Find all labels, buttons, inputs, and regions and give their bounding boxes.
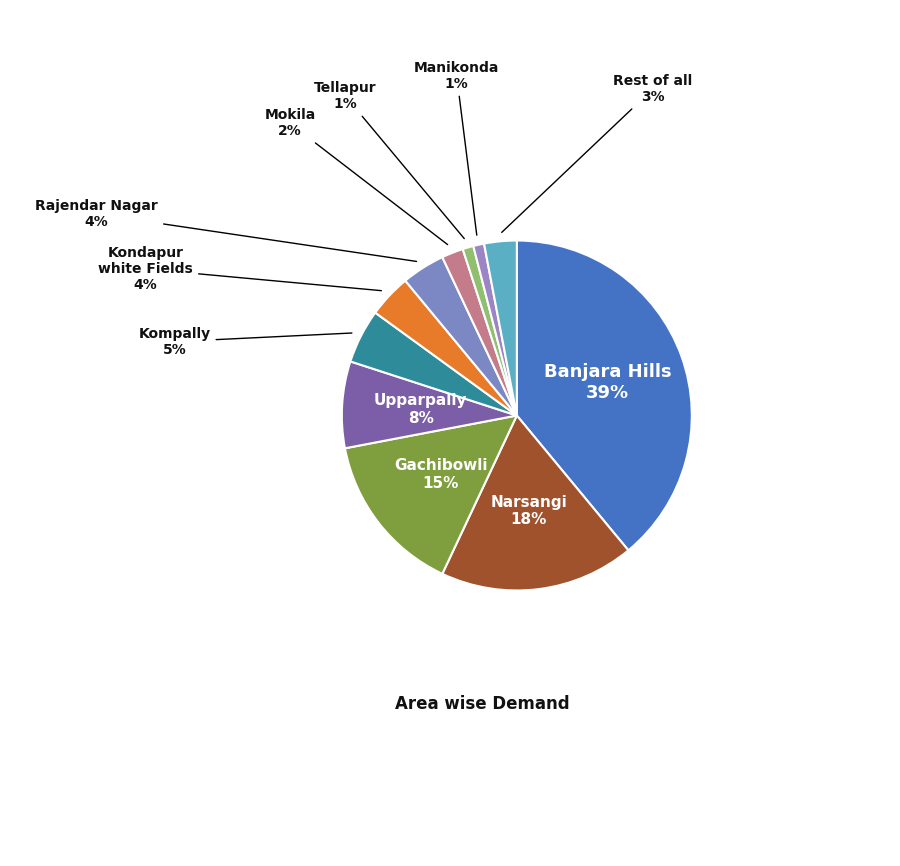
Wedge shape: [342, 361, 517, 449]
Text: Manikonda
1%: Manikonda 1%: [414, 61, 500, 236]
Wedge shape: [375, 281, 517, 416]
Wedge shape: [484, 241, 517, 416]
Text: Narsangi
18%: Narsangi 18%: [491, 494, 567, 527]
Text: Gachibowli
15%: Gachibowli 15%: [394, 458, 488, 491]
Wedge shape: [442, 416, 628, 591]
Text: Rajendar Nagar
4%: Rajendar Nagar 4%: [35, 199, 417, 262]
Text: Area wise Demand: Area wise Demand: [394, 695, 569, 714]
Wedge shape: [405, 257, 517, 416]
Text: Banjara Hills
39%: Banjara Hills 39%: [544, 364, 671, 403]
Wedge shape: [517, 241, 692, 550]
Text: Mokila
2%: Mokila 2%: [265, 108, 447, 244]
Text: Rest of all
3%: Rest of all 3%: [501, 74, 692, 232]
Wedge shape: [463, 246, 517, 416]
Wedge shape: [473, 243, 517, 416]
Wedge shape: [350, 313, 517, 416]
Wedge shape: [345, 416, 517, 574]
Text: Kompally
5%: Kompally 5%: [139, 326, 352, 357]
Text: Kondapur
white Fields
4%: Kondapur white Fields 4%: [98, 246, 382, 292]
Text: Upparpally
8%: Upparpally 8%: [374, 393, 467, 426]
Text: Tellapur
1%: Tellapur 1%: [314, 81, 464, 239]
Wedge shape: [442, 249, 517, 416]
